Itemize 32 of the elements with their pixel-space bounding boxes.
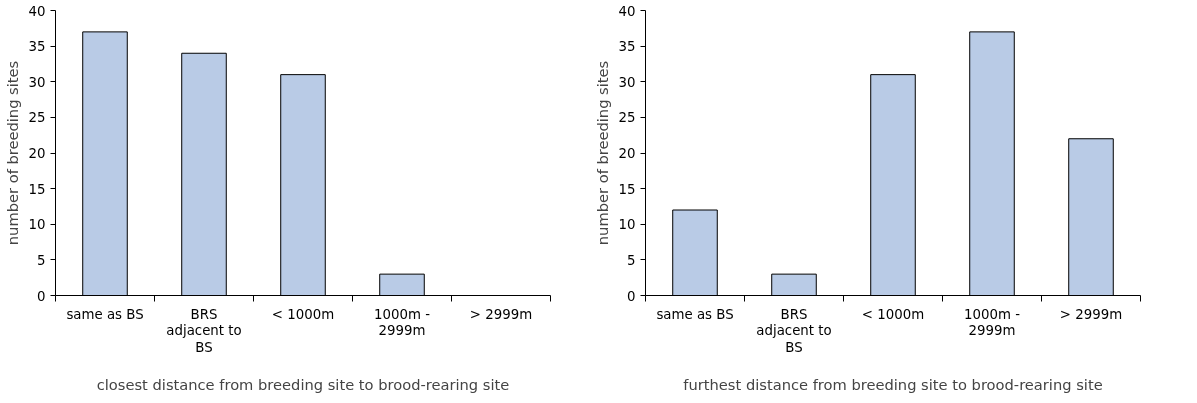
y-tick-label: 20 xyxy=(28,146,46,161)
y-tick-label: 25 xyxy=(618,110,636,126)
y-tick-label: 30 xyxy=(618,74,636,90)
y-tick-label: 15 xyxy=(28,181,46,197)
y-tick-label: 0 xyxy=(627,288,636,304)
y-tick-label: 20 xyxy=(618,146,636,161)
x-tick-label: > 2999m xyxy=(469,306,533,322)
x-tick-label: < 1000m xyxy=(861,306,925,322)
y-tick-label: 0 xyxy=(37,288,46,304)
y-tick-label: 35 xyxy=(618,39,636,55)
x-tick-label: > 2999m xyxy=(1059,306,1123,322)
y-tick-label: 10 xyxy=(618,217,636,233)
x-tick-label: 1000m - 2999m xyxy=(374,306,431,338)
x-axis-title: furthest distance from breeding site to brood-rearing site xyxy=(683,375,1103,393)
x-tick-label: BRS adjacent to BS xyxy=(756,306,832,355)
x-tick-label: same as BS xyxy=(656,306,734,322)
y-tick-label: 35 xyxy=(28,39,46,55)
y-tick-label: 40 xyxy=(618,3,636,19)
y-tick-label: 10 xyxy=(28,217,46,233)
y-tick-label: 30 xyxy=(28,74,46,90)
y-tick-label: 40 xyxy=(28,3,46,19)
x-tick-label: BRS adjacent to BS xyxy=(166,306,242,355)
y-tick-label: 15 xyxy=(618,181,636,197)
y-tick-label: 5 xyxy=(627,252,636,268)
y-tick-label: 5 xyxy=(37,252,46,268)
x-tick-label: < 1000m xyxy=(271,306,335,322)
y-tick-label: 25 xyxy=(28,110,46,126)
x-tick-label: 1000m - 2999m xyxy=(964,306,1021,338)
y-axis-title: number of breeding sites xyxy=(593,60,611,246)
y-axis-title: number of breeding sites xyxy=(3,60,21,246)
x-axis-title: closest distance from breeding site to brood-rearing site xyxy=(96,375,510,393)
x-tick-label: same as BS xyxy=(66,306,144,322)
